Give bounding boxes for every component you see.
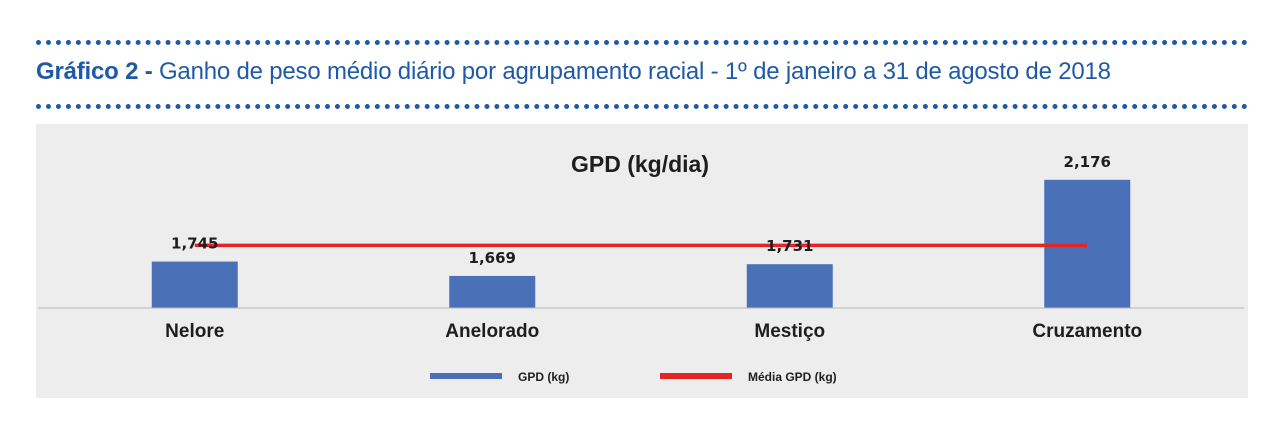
legend-label-gpd: GPD (kg): [518, 370, 569, 384]
legend-label-media: Média GPD (kg): [748, 370, 837, 384]
data-label: 2,176: [1064, 153, 1111, 171]
bars-layer: [151, 179, 1131, 308]
figure-caption: Ganho de peso médio diário por agrupamen…: [158, 58, 1111, 85]
legend-swatch-gpd: [430, 373, 502, 379]
legend: GPD (kg) Média GPD (kg): [430, 370, 837, 384]
chart: GPD (kg/dia) 1,745Nelore1,669Anelorado1,…: [38, 151, 1244, 384]
legend-swatch-media: [660, 373, 732, 379]
data-label: 1,745: [171, 235, 218, 253]
labels-layer: 1,745 Nelore 1,669 Anelorado 1,731 Mestiço 2,1…: [165, 153, 1142, 342]
figure-label: Gráfico 2 -: [36, 58, 153, 85]
bar-anelorado: [449, 275, 536, 308]
figure-title: Gráfico 2 - Ganho de peso médio diário p…: [36, 58, 1111, 86]
category-label: Cruzamento: [1032, 321, 1142, 342]
data-label: 1,731: [766, 237, 813, 255]
category-label: Mestiço: [754, 321, 825, 342]
bar-mestiço: [746, 264, 833, 308]
chart-title: GPD (kg/dia): [571, 151, 709, 177]
bar-nelore: [151, 261, 238, 308]
bottom-dotted-divider: [36, 104, 1248, 109]
data-label: 1,669: [469, 249, 516, 267]
top-dotted-divider: [36, 40, 1248, 45]
category-label: Anelorado: [445, 321, 539, 342]
chart-panel: GPD (kg/dia) 1,745 Nelore 1,669 Anelorado 1,…: [36, 124, 1248, 398]
category-label: Nelore: [165, 321, 224, 342]
